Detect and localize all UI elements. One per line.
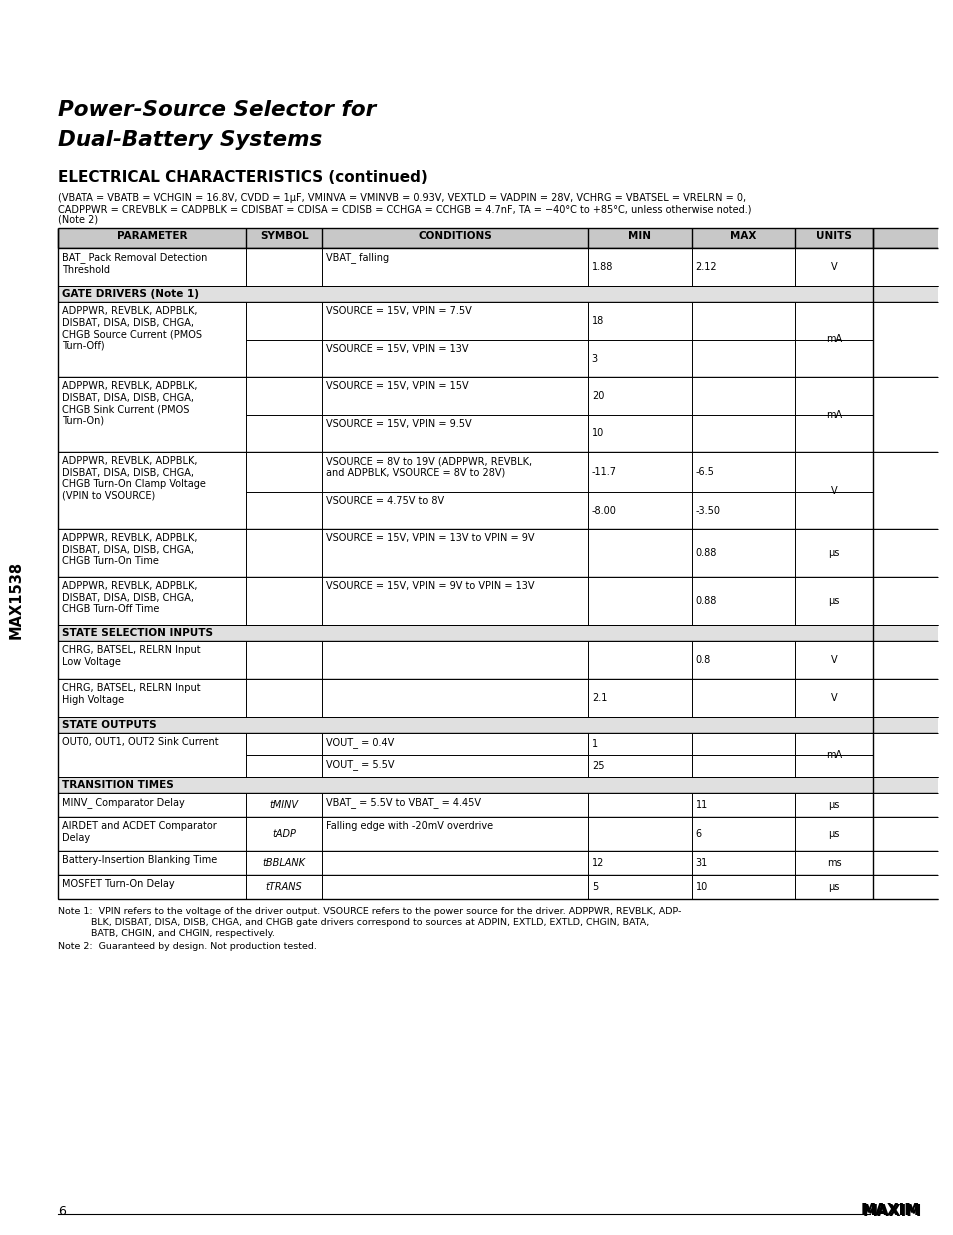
Text: Note 2:  Guaranteed by design. Not production tested.: Note 2: Guaranteed by design. Not produc… — [58, 942, 316, 951]
Bar — [58, 287, 937, 303]
Text: μs: μs — [827, 882, 839, 892]
Text: OUT0, OUT1, OUT2 Sink Current: OUT0, OUT1, OUT2 Sink Current — [62, 737, 218, 747]
Text: UNITS: UNITS — [816, 231, 851, 241]
Text: MIN: MIN — [627, 231, 651, 241]
Text: Dual-Battery Systems: Dual-Battery Systems — [58, 130, 322, 149]
Text: TRANSITION TIMES: TRANSITION TIMES — [62, 781, 173, 790]
Text: ADPPWR, REVBLK, ADPBLK,
DISBAT, DISA, DISB, CHGA,
CHGB Turn-On Time: ADPPWR, REVBLK, ADPBLK, DISBAT, DISA, DI… — [62, 534, 197, 566]
Text: VOUT_ = 5.5V: VOUT_ = 5.5V — [326, 760, 395, 769]
Text: 10: 10 — [591, 429, 603, 438]
Text: 1: 1 — [591, 739, 598, 748]
Text: 10: 10 — [695, 882, 707, 892]
Text: (VBATA = VBATB = VCHGIN = 16.8V, CVDD = 1μF, VMINVA = VMINVB = 0.93V, VEXTLD = V: (VBATA = VBATB = VCHGIN = 16.8V, CVDD = … — [58, 193, 745, 203]
Text: 3: 3 — [591, 353, 598, 363]
Text: Power-Source Selector for: Power-Source Selector for — [58, 100, 375, 120]
Text: Falling edge with -20mV overdrive: Falling edge with -20mV overdrive — [326, 821, 493, 831]
Text: 2.1: 2.1 — [591, 693, 606, 703]
Text: 20: 20 — [591, 391, 603, 401]
Text: VSOURCE = 15V, VPIN = 15V: VSOURCE = 15V, VPIN = 15V — [326, 382, 468, 391]
Text: VSOURCE = 8V to 19V (ADPPWR, REVBLK,
and ADPBLK, VSOURCE = 8V to 28V): VSOURCE = 8V to 19V (ADPPWR, REVBLK, and… — [326, 456, 532, 478]
Text: -8.00: -8.00 — [591, 505, 616, 515]
Text: 0.88: 0.88 — [695, 597, 717, 606]
Text: 2.12: 2.12 — [695, 262, 717, 272]
Text: STATE OUTPUTS: STATE OUTPUTS — [62, 720, 156, 730]
Text: VSOURCE = 15V, VPIN = 7.5V: VSOURCE = 15V, VPIN = 7.5V — [326, 306, 471, 316]
Bar — [58, 625, 937, 641]
Text: ms: ms — [826, 858, 841, 868]
Text: -11.7: -11.7 — [591, 467, 616, 477]
Bar — [58, 777, 937, 793]
Text: Battery-Insertion Blanking Time: Battery-Insertion Blanking Time — [62, 855, 217, 864]
Bar — [58, 718, 937, 734]
Text: 0.8: 0.8 — [695, 655, 710, 664]
Text: ADPPWR, REVBLK, ADPBLK,
DISBAT, DISA, DISB, CHGA,
CHGB Sink Current (PMOS
Turn-O: ADPPWR, REVBLK, ADPBLK, DISBAT, DISA, DI… — [62, 382, 197, 426]
Text: tBBLANK: tBBLANK — [262, 858, 305, 868]
Text: VSOURCE = 15V, VPIN = 13V: VSOURCE = 15V, VPIN = 13V — [326, 345, 468, 354]
Text: MAX: MAX — [730, 231, 756, 241]
Text: 6: 6 — [695, 829, 701, 839]
Text: -6.5: -6.5 — [695, 467, 714, 477]
Text: mA: mA — [825, 335, 841, 345]
Text: ΜΑΧΙΜ: ΜΑΧΙΜ — [860, 1203, 919, 1218]
Text: ELECTRICAL CHARACTERISTICS (continued): ELECTRICAL CHARACTERISTICS (continued) — [58, 170, 427, 185]
Text: μs: μs — [827, 548, 839, 558]
Text: tADP: tADP — [272, 829, 295, 839]
Text: AIRDET and ACDET Comparator
Delay: AIRDET and ACDET Comparator Delay — [62, 821, 216, 842]
Text: ADPPWR, REVBLK, ADPBLK,
DISBAT, DISA, DISB, CHGA,
CHGB Source Current (PMOS
Turn: ADPPWR, REVBLK, ADPBLK, DISBAT, DISA, DI… — [62, 306, 202, 351]
Text: CHRG, BATSEL, RELRN Input
Low Voltage: CHRG, BATSEL, RELRN Input Low Voltage — [62, 645, 200, 667]
Text: MINV_ Comparator Delay: MINV_ Comparator Delay — [62, 797, 185, 808]
Text: 31: 31 — [695, 858, 707, 868]
Text: BLK, DISBAT, DISA, DISB, CHGA, and CHGB gate drivers correspond to sources at AD: BLK, DISBAT, DISA, DISB, CHGA, and CHGB … — [58, 918, 649, 927]
Text: SYMBOL: SYMBOL — [259, 231, 308, 241]
Text: 0.88: 0.88 — [695, 548, 717, 558]
Text: ADPPWR, REVBLK, ADPBLK,
DISBAT, DISA, DISB, CHGA,
CHGB Turn-On Clamp Voltage
(VP: ADPPWR, REVBLK, ADPBLK, DISBAT, DISA, DI… — [62, 456, 206, 501]
Text: VOUT_ = 0.4V: VOUT_ = 0.4V — [326, 737, 394, 748]
Text: 18: 18 — [591, 316, 603, 326]
Text: μs: μs — [827, 800, 839, 810]
Text: VBAT_ = 5.5V to VBAT_ = 4.45V: VBAT_ = 5.5V to VBAT_ = 4.45V — [326, 797, 480, 808]
Text: tMINV: tMINV — [270, 800, 298, 810]
Text: MAX1538: MAX1538 — [9, 561, 24, 638]
Text: mA: mA — [825, 410, 841, 420]
Text: 11: 11 — [695, 800, 707, 810]
Text: VSOURCE = 4.75V to 8V: VSOURCE = 4.75V to 8V — [326, 496, 444, 506]
Text: CONDITIONS: CONDITIONS — [417, 231, 491, 241]
Text: BATB, CHGIN, and CHGIN, respectively.: BATB, CHGIN, and CHGIN, respectively. — [58, 929, 274, 939]
Text: MOSFET Turn-On Delay: MOSFET Turn-On Delay — [62, 879, 174, 889]
Text: mA: mA — [825, 750, 841, 760]
Text: CHRG, BATSEL, RELRN Input
High Voltage: CHRG, BATSEL, RELRN Input High Voltage — [62, 683, 200, 705]
Text: V: V — [830, 262, 837, 272]
Text: VBAT_ falling: VBAT_ falling — [326, 252, 389, 263]
Text: μs: μs — [827, 597, 839, 606]
Text: STATE SELECTION INPUTS: STATE SELECTION INPUTS — [62, 629, 213, 638]
Text: VSOURCE = 15V, VPIN = 9.5V: VSOURCE = 15V, VPIN = 9.5V — [326, 419, 471, 429]
Text: (Note 2): (Note 2) — [58, 215, 98, 225]
Text: ADPPWR, REVBLK, ADPBLK,
DISBAT, DISA, DISB, CHGA,
CHGB Turn-Off Time: ADPPWR, REVBLK, ADPBLK, DISBAT, DISA, DI… — [62, 580, 197, 614]
Text: GATE DRIVERS (Note 1): GATE DRIVERS (Note 1) — [62, 289, 199, 299]
Text: 25: 25 — [591, 761, 603, 771]
Text: 1.88: 1.88 — [591, 262, 613, 272]
Bar — [58, 228, 937, 248]
Text: VSOURCE = 15V, VPIN = 13V to VPIN = 9V: VSOURCE = 15V, VPIN = 13V to VPIN = 9V — [326, 534, 534, 543]
Text: 6: 6 — [58, 1205, 66, 1218]
Text: V: V — [830, 693, 837, 703]
Text: μs: μs — [827, 829, 839, 839]
Text: V: V — [830, 655, 837, 664]
Text: BAT_ Pack Removal Detection
Threshold: BAT_ Pack Removal Detection Threshold — [62, 252, 207, 274]
Text: 5: 5 — [591, 882, 598, 892]
Text: MAXIM: MAXIM — [862, 1204, 921, 1219]
Text: 12: 12 — [591, 858, 603, 868]
Text: VSOURCE = 15V, VPIN = 9V to VPIN = 13V: VSOURCE = 15V, VPIN = 9V to VPIN = 13V — [326, 580, 534, 592]
Text: Note 1:  VPIN refers to the voltage of the driver output. VSOURCE refers to the : Note 1: VPIN refers to the voltage of th… — [58, 906, 680, 916]
Text: V: V — [830, 485, 837, 495]
Text: tTRANS: tTRANS — [266, 882, 302, 892]
Text: -3.50: -3.50 — [695, 505, 720, 515]
Text: PARAMETER: PARAMETER — [117, 231, 187, 241]
Text: CADPPWR = CREVBLK = CADPBLK = CDISBAT = CDISA = CDISB = CCHGA = CCHGB = 4.7nF, T: CADPPWR = CREVBLK = CADPBLK = CDISBAT = … — [58, 204, 751, 214]
